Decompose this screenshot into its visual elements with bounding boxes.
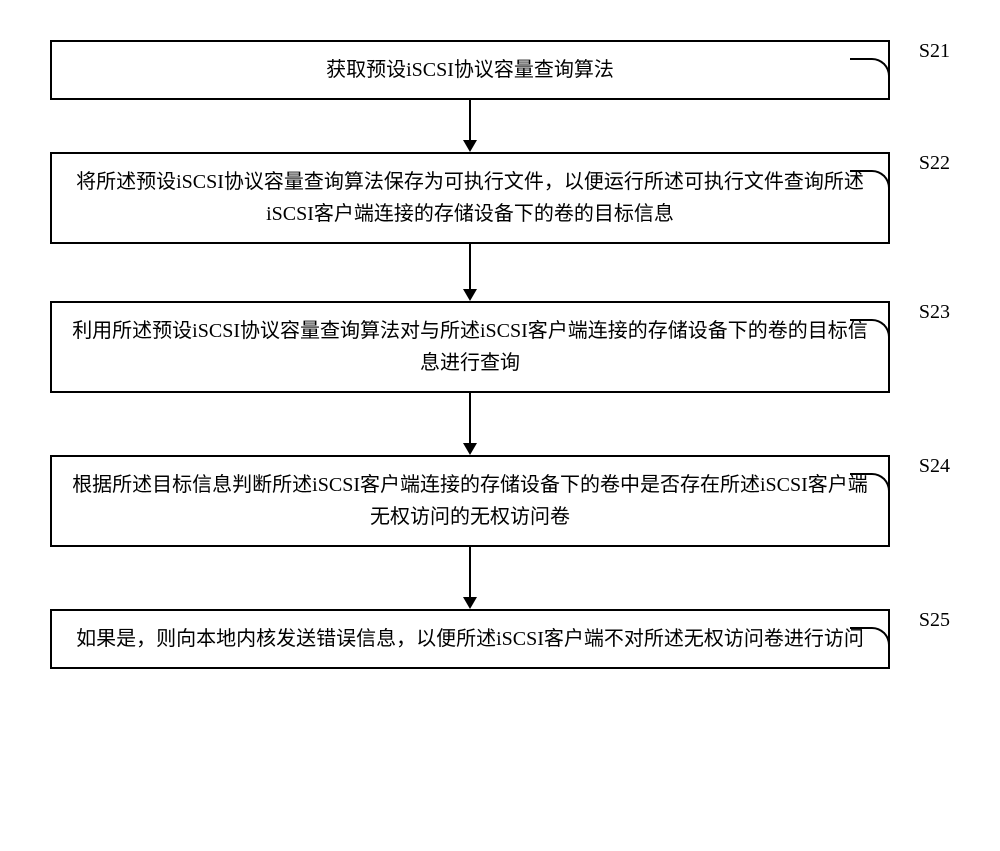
arrow-line <box>469 100 471 140</box>
step-container-5: 如果是，则向本地内核发送错误信息，以便所述iSCSI客户端不对所述无权访问卷进行… <box>50 609 950 669</box>
step-label-s21: S21 <box>919 40 950 63</box>
arrow <box>463 393 477 455</box>
arrow <box>463 244 477 301</box>
arrow-line <box>469 547 471 597</box>
step-label-s25: S25 <box>919 609 950 632</box>
step-label-s23: S23 <box>919 301 950 324</box>
arrow <box>463 547 477 609</box>
step-container-4: 根据所述目标信息判断所述iSCSI客户端连接的存储设备下的卷中是否存在所述iSC… <box>50 455 950 547</box>
arrow-head <box>463 443 477 455</box>
step-text: 根据所述目标信息判断所述iSCSI客户端连接的存储设备下的卷中是否存在所述iSC… <box>72 474 868 528</box>
arrow-container <box>50 547 950 609</box>
step-label-s24: S24 <box>919 455 950 478</box>
arrow-container <box>50 100 950 152</box>
step-text: 利用所述预设iSCSI协议容量查询算法对与所述iSCSI客户端连接的存储设备下的… <box>72 320 868 374</box>
arrow <box>463 100 477 152</box>
step-box-s23: 利用所述预设iSCSI协议容量查询算法对与所述iSCSI客户端连接的存储设备下的… <box>50 301 890 393</box>
arrow-head <box>463 289 477 301</box>
step-text: 获取预设iSCSI协议容量查询算法 <box>326 59 614 81</box>
step-container-3: 利用所述预设iSCSI协议容量查询算法对与所述iSCSI客户端连接的存储设备下的… <box>50 301 950 393</box>
step-box-s24: 根据所述目标信息判断所述iSCSI客户端连接的存储设备下的卷中是否存在所述iSC… <box>50 455 890 547</box>
step-box-s22: 将所述预设iSCSI协议容量查询算法保存为可执行文件，以便运行所述可执行文件查询… <box>50 152 890 244</box>
arrow-container <box>50 393 950 455</box>
step-box-s25: 如果是，则向本地内核发送错误信息，以便所述iSCSI客户端不对所述无权访问卷进行… <box>50 609 890 669</box>
step-text: 如果是，则向本地内核发送错误信息，以便所述iSCSI客户端不对所述无权访问卷进行… <box>76 628 864 650</box>
step-box-s21: 获取预设iSCSI协议容量查询算法 <box>50 40 890 100</box>
arrow-line <box>469 244 471 289</box>
arrow-line <box>469 393 471 443</box>
arrow-container <box>50 244 950 301</box>
arrow-head <box>463 140 477 152</box>
arrow-head <box>463 597 477 609</box>
step-text: 将所述预设iSCSI协议容量查询算法保存为可执行文件，以便运行所述可执行文件查询… <box>76 171 864 225</box>
step-container-2: 将所述预设iSCSI协议容量查询算法保存为可执行文件，以便运行所述可执行文件查询… <box>50 152 950 244</box>
step-container-1: 获取预设iSCSI协议容量查询算法 S21 <box>50 40 950 100</box>
flowchart-container: 获取预设iSCSI协议容量查询算法 S21 将所述预设iSCSI协议容量查询算法… <box>50 40 950 669</box>
step-label-s22: S22 <box>919 152 950 175</box>
